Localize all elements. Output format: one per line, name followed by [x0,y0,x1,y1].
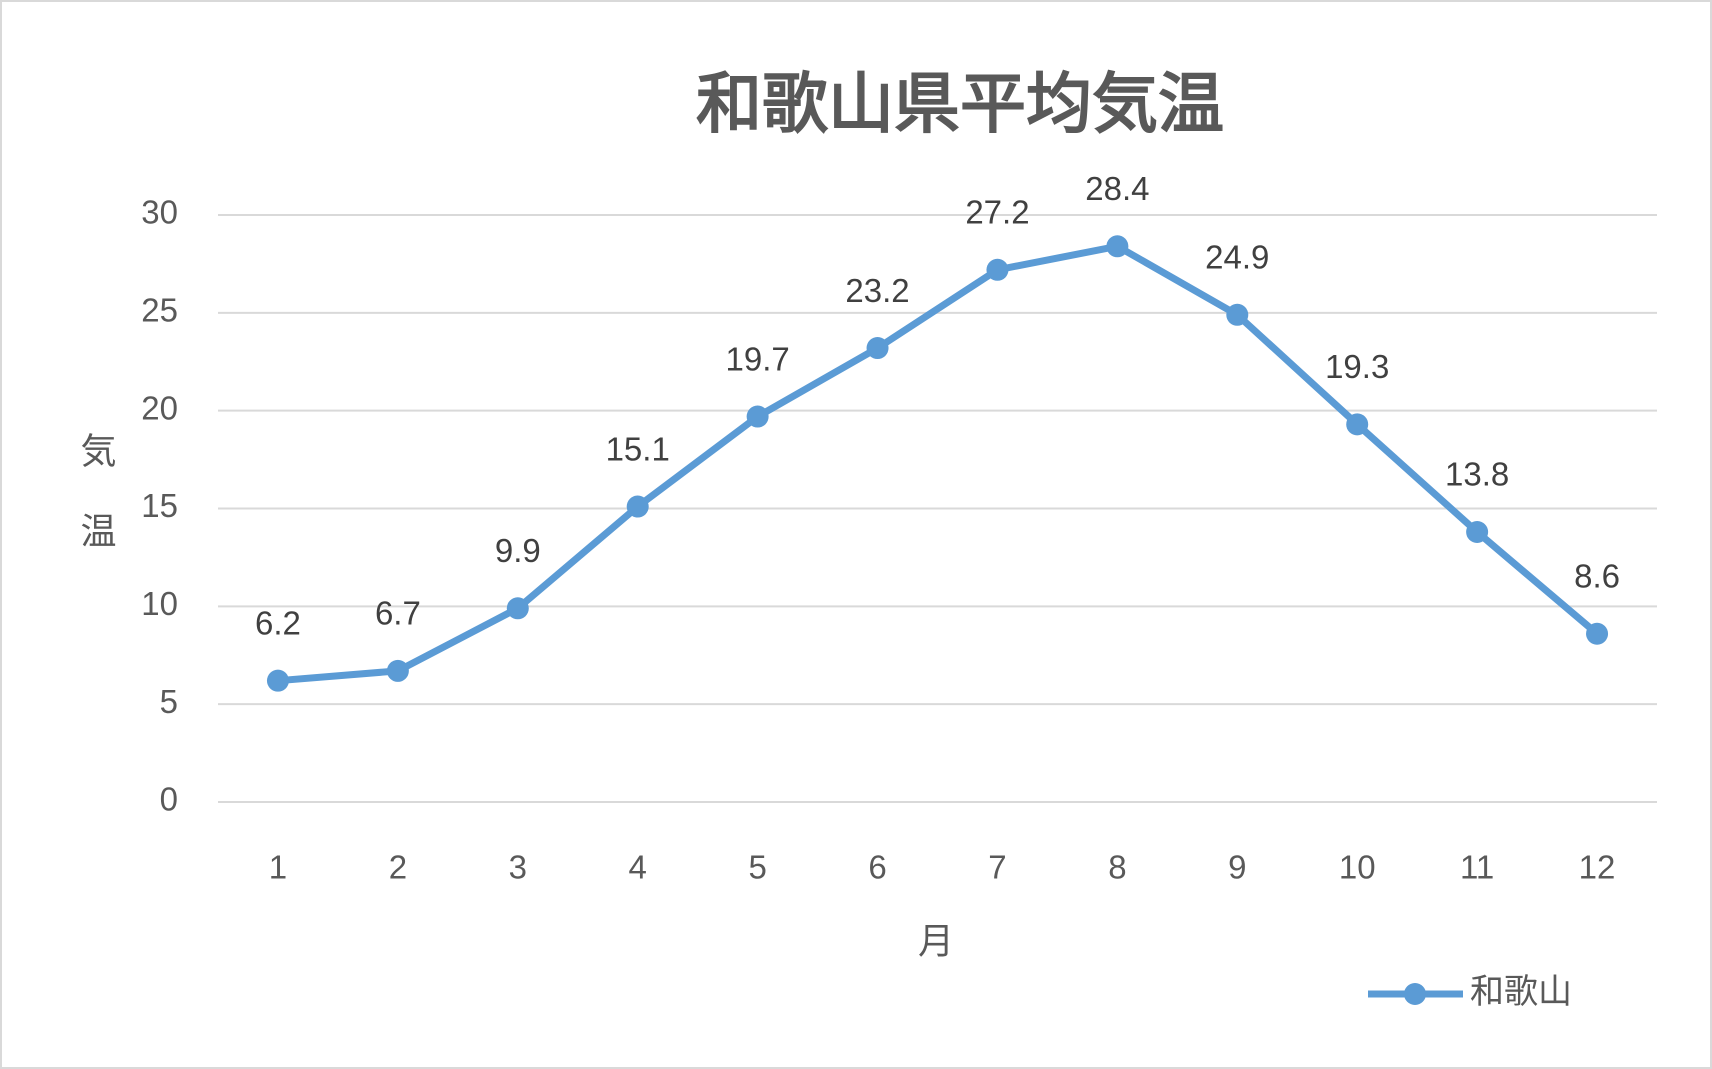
marker [1586,622,1609,645]
y-tick-label: 25 [141,292,178,329]
y-tick-label: 15 [141,487,178,524]
data-label: 9.9 [495,532,541,569]
y-tick-label: 0 [160,781,178,818]
x-tick-label: 1 [269,849,287,886]
x-tick-label: 3 [509,849,527,886]
y-tick-label: 20 [141,389,178,426]
marker [746,405,769,428]
x-tick-label: 12 [1579,849,1616,886]
x-tick-label: 4 [629,849,647,886]
marker [1466,520,1489,543]
data-label: 23.2 [845,272,909,309]
data-label: 8.6 [1574,557,1620,594]
x-tick-label: 5 [748,849,766,886]
legend-marker [1404,983,1426,1005]
data-label: 19.7 [726,340,790,377]
data-label: 6.2 [255,604,301,641]
data-label: 15.1 [606,430,670,467]
data-label: 28.4 [1085,170,1149,207]
marker [266,669,289,692]
legend-label: 和歌山 [1470,973,1572,1011]
marker [986,258,1009,281]
marker [386,659,409,682]
data-label: 24.9 [1205,239,1269,276]
x-tick-label: 2 [389,849,407,886]
marker [866,337,889,360]
line [277,242,1600,685]
chart-title: 和歌山県平均気温 [696,66,1224,140]
marker [626,495,649,518]
data-label: 6.7 [375,595,421,632]
x-tick-label: 11 [1460,849,1494,886]
data-label: 19.3 [1325,348,1389,385]
x-axis-title: 月 [918,921,954,962]
y-tick-label: 10 [141,585,178,622]
y-tick-label: 5 [160,683,178,720]
x-tick-label: 10 [1339,849,1376,886]
x-tick-label: 9 [1228,849,1246,886]
x-tick-label: 8 [1108,849,1126,886]
marker [1346,413,1369,436]
x-tick-label: 6 [868,849,886,886]
data-label: 13.8 [1445,456,1509,493]
y-axis-title: 気温 [75,432,116,592]
marker [1226,303,1249,326]
marker [1106,235,1129,258]
marker [506,597,529,620]
x-tick-label: 7 [988,849,1006,886]
y-tick-label: 30 [141,194,178,231]
data-label: 27.2 [965,194,1029,231]
